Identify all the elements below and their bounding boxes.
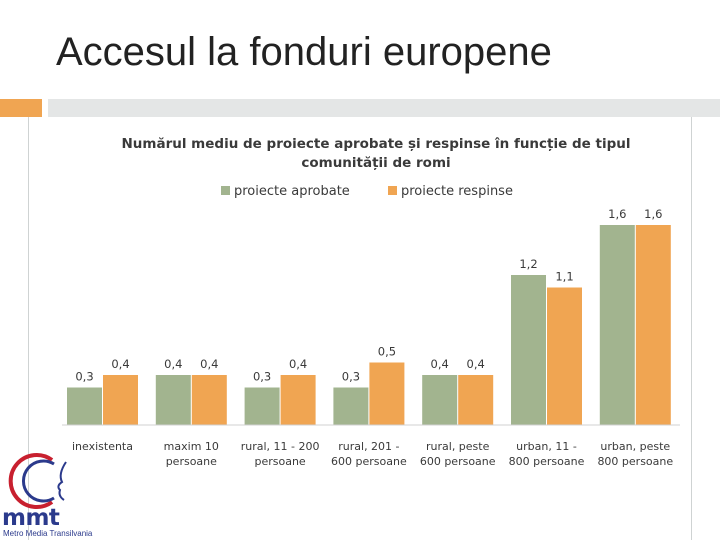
logo-face-profile [57,461,67,501]
data-label-rejected-1: 0,4 [200,357,218,371]
data-label-approved-0: 0,3 [75,370,93,384]
logo-arc-red [8,453,54,509]
chart-title-line-1: Numărul mediu de proiecte aprobate și re… [122,136,631,152]
chart-title-line-2: comunității de romi [301,155,450,171]
bar-rejected-0 [103,375,138,425]
chart-bars: 0,3 0,4 0,4 0,4 0,3 0,4 0,3 0,5 0,4 0,4 1,2 1,1 1,6 1… [67,207,671,425]
bar-approved-4 [422,375,458,425]
legend-swatch-0 [221,186,230,195]
category-label-6-line-1: 800 persoane [597,455,673,468]
category-label-4-line-1: 600 persoane [420,455,496,468]
legend-label-0: proiecte aprobate [234,184,350,199]
category-label-5-line-1: 800 persoane [509,455,585,468]
bar-approved-3 [333,387,369,425]
logo-text: mmt [2,505,60,531]
logo-arc-blue [22,459,55,503]
category-label-0-line-0: inexistenta [72,440,133,453]
data-label-approved-4: 0,4 [431,357,449,371]
bar-rejected-4 [458,375,494,425]
bar-approved-1 [155,375,191,425]
slide-title: Accesul la fonduri europene [56,30,552,74]
bar-rejected-1 [191,375,227,425]
data-label-approved-6: 1,6 [608,207,626,221]
category-label-3-line-1: 600 persoane [331,455,407,468]
category-label-2-line-1: persoane [254,455,305,468]
data-label-approved-3: 0,3 [342,370,360,384]
category-label-2-line-0: rural, 11 - 200 [241,440,320,453]
mmt-logo [8,453,67,509]
bar-rejected-5 [547,287,582,425]
data-label-approved-1: 0,4 [164,357,182,371]
data-label-rejected-5: 1,1 [555,270,573,284]
data-label-approved-5: 1,2 [519,257,537,271]
title-rule [48,99,720,117]
data-label-rejected-0: 0,4 [111,357,129,371]
bar-rejected-2 [280,375,316,425]
frame-line-left [28,117,29,540]
x-axis-labels: inexistenta maxim 10 persoane rural, 11 - 2… [72,440,673,468]
data-label-rejected-3: 0,5 [378,345,396,359]
category-label-1-line-1: persoane [166,455,217,468]
bar-approved-6 [599,225,635,425]
bar-approved-2 [244,387,280,425]
title-rule-accent [0,99,42,117]
frame-line-right [691,117,692,540]
data-label-rejected-6: 1,6 [644,207,662,221]
legend-swatch-1 [388,186,397,195]
chart-legend: proiecte aprobate proiecte respinse [221,184,513,199]
logo-subtitle: Metro Media Transilvania [3,529,93,538]
category-label-4-line-0: rural, peste [426,440,490,453]
data-label-rejected-4: 0,4 [467,357,485,371]
data-label-approved-2: 0,3 [253,370,271,384]
bar-approved-0 [67,387,102,425]
legend-label-1: proiecte respinse [401,184,513,199]
category-label-6-line-0: urban, peste [600,440,670,453]
data-label-rejected-2: 0,4 [289,357,307,371]
category-label-5-line-0: urban, 11 - [516,440,577,453]
bar-rejected-3 [369,362,405,425]
bar-approved-5 [511,275,546,425]
category-label-1-line-0: maxim 10 [164,440,219,453]
bar-rejected-6 [635,225,671,425]
category-label-3-line-0: rural, 201 - [338,440,399,453]
